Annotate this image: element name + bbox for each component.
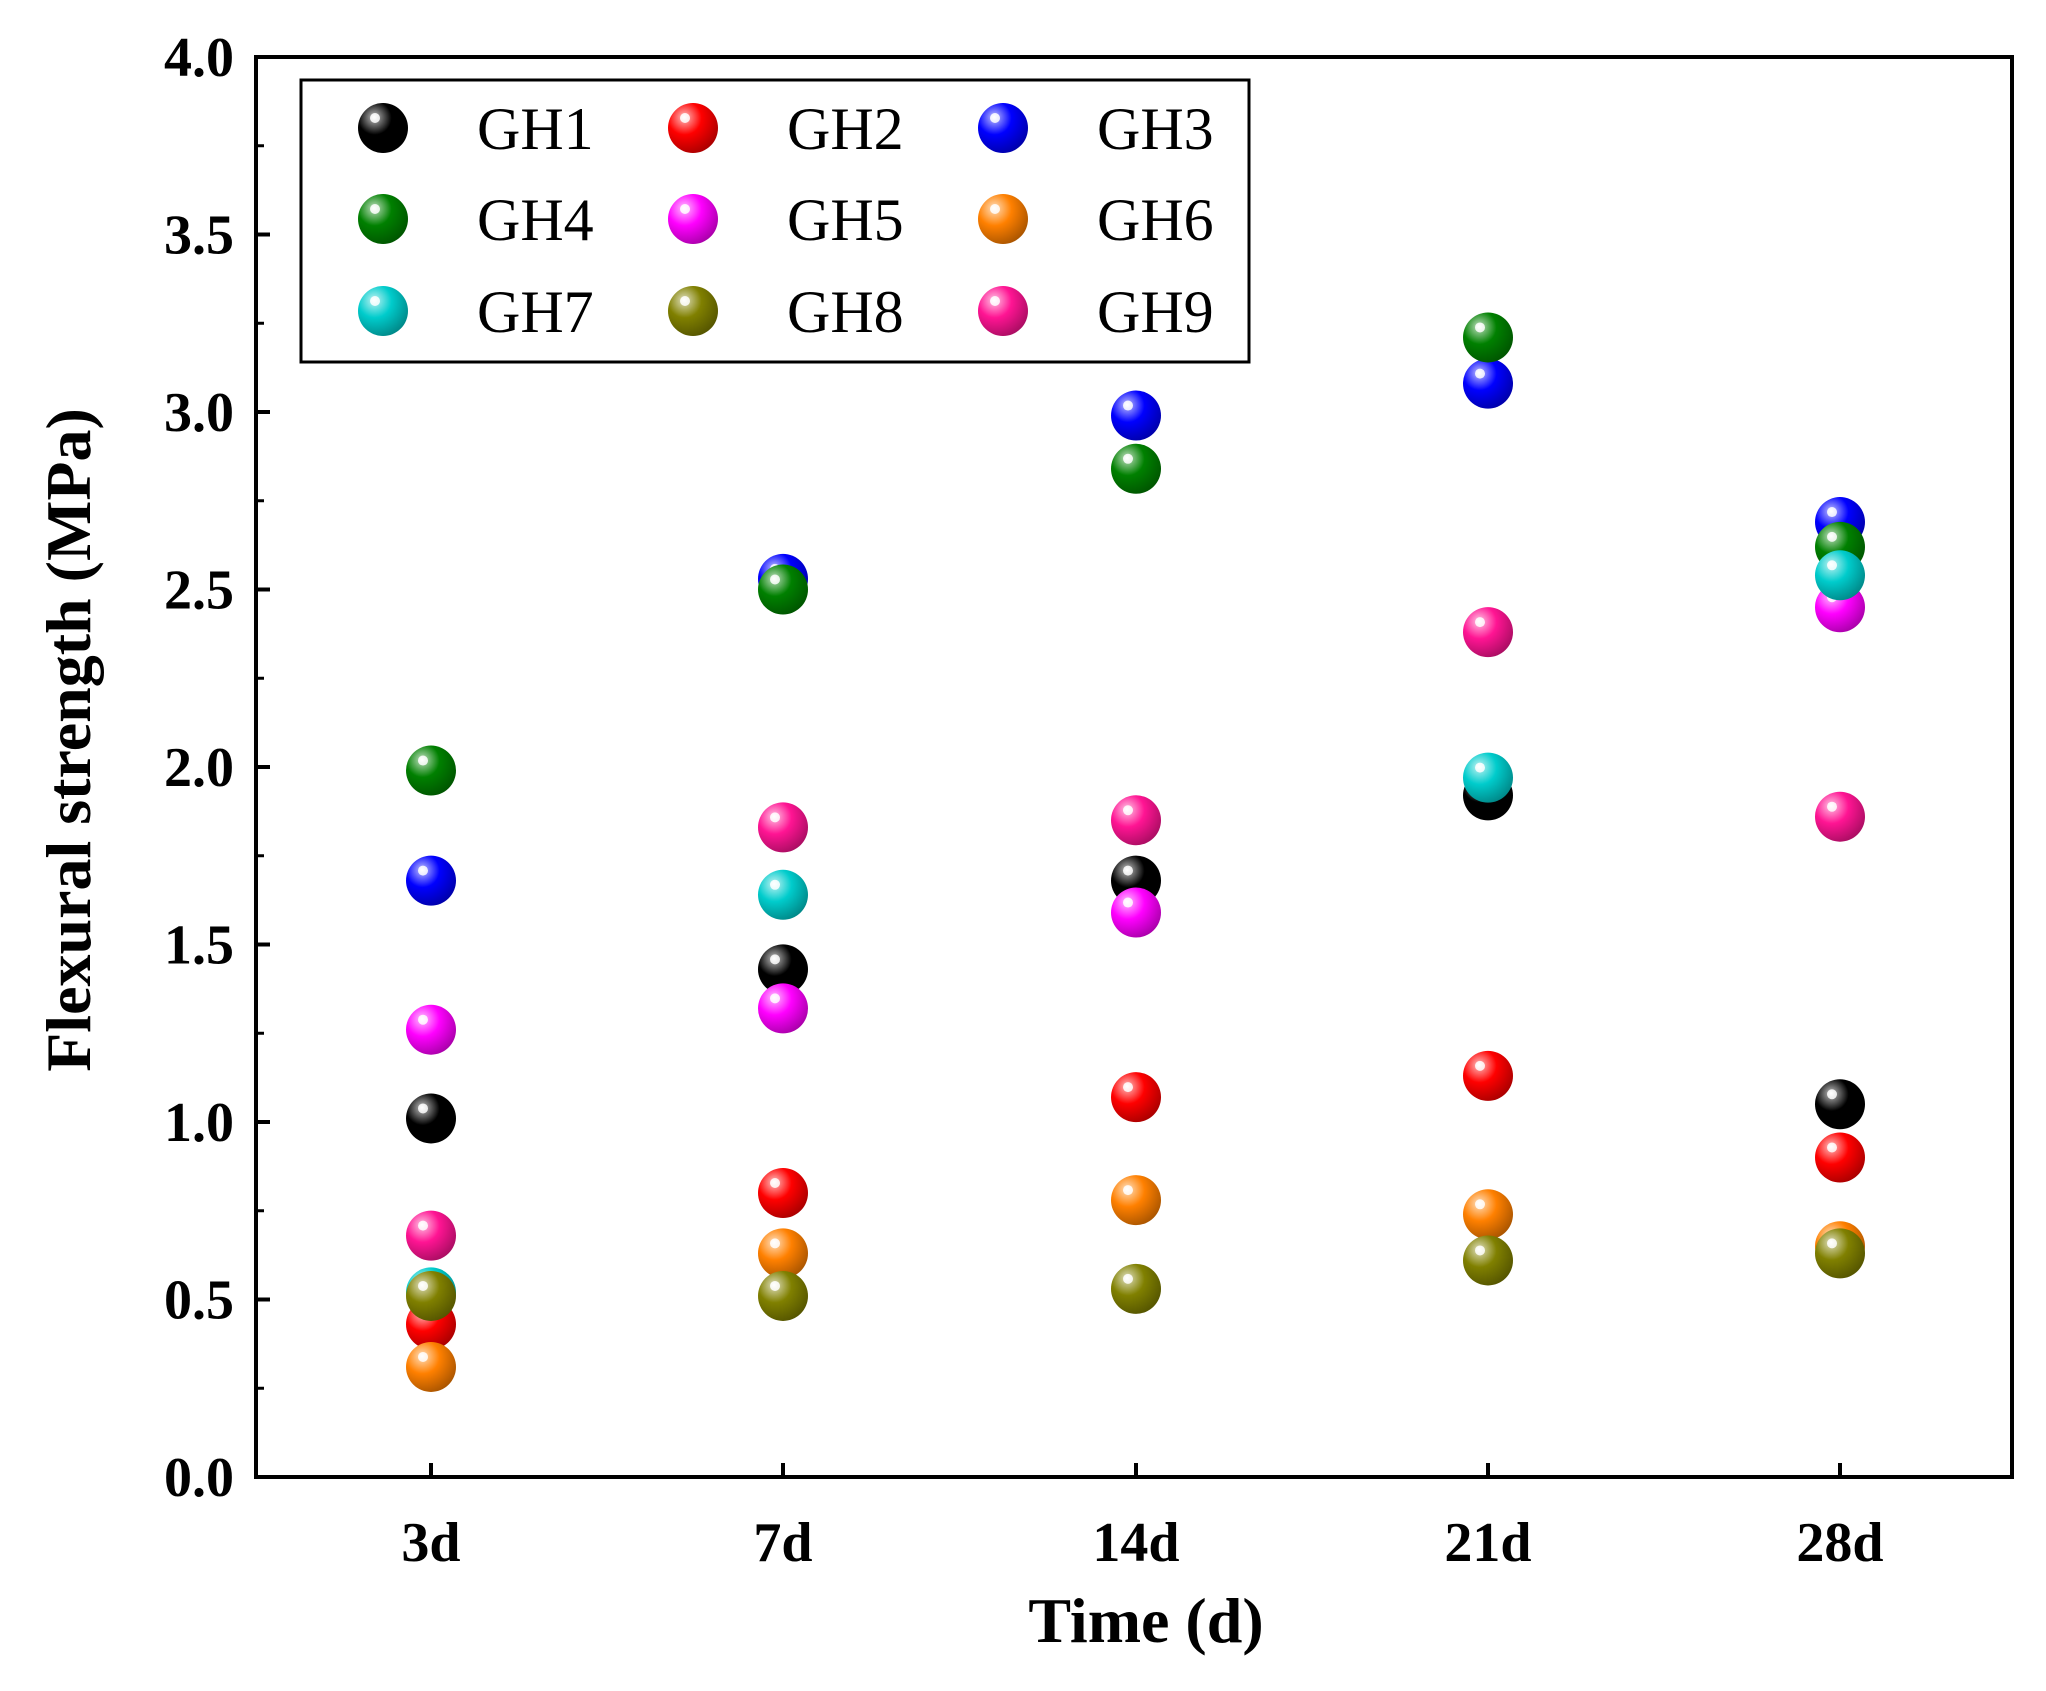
- y-tick-label: 2.5: [164, 560, 234, 622]
- data-point-gh4-3d: [406, 745, 456, 796]
- legend-item-gh2: GH2: [668, 96, 904, 162]
- y-tick-label: 4.0: [164, 27, 234, 89]
- data-point-gh8-28d: [1815, 1228, 1865, 1279]
- data-point-gh8-3d: [406, 1270, 456, 1321]
- legend-marker: [978, 286, 1028, 336]
- legend-item-gh9: GH9: [978, 279, 1214, 345]
- x-tick-label: 21d: [1444, 1512, 1531, 1574]
- y-tick-label: 1.5: [164, 915, 234, 977]
- x-tick-label: 28d: [1796, 1512, 1883, 1574]
- x-tick-label: 14d: [1092, 1512, 1179, 1574]
- data-point-gh7-28d: [1815, 550, 1865, 601]
- data-point-gh5-7d: [758, 983, 808, 1034]
- data-point-gh8-14d: [1111, 1263, 1161, 1314]
- data-point-gh2-28d: [1815, 1132, 1865, 1183]
- data-point-gh2-7d: [758, 1168, 808, 1218]
- data-point-gh9-3d: [406, 1210, 456, 1261]
- legend-marker: [978, 103, 1028, 153]
- legend-label: GH3: [1097, 96, 1214, 162]
- y-tick-label: 1.0: [164, 1092, 234, 1154]
- legend-marker: [358, 103, 408, 153]
- legend-marker: [668, 194, 718, 244]
- legend-label: GH7: [477, 279, 594, 345]
- data-point-gh6-14d: [1111, 1175, 1161, 1226]
- data-point-gh4-7d: [758, 564, 808, 615]
- data-point-gh9-28d: [1815, 791, 1865, 842]
- legend-label: GH9: [1097, 279, 1214, 345]
- y-axis-title: Flexural strength (MPa): [33, 408, 104, 1072]
- data-point-gh3-21d: [1463, 358, 1513, 409]
- legend-item-gh3: GH3: [978, 96, 1214, 162]
- data-point-gh1-7d: [758, 944, 808, 995]
- data-point-gh2-21d: [1463, 1050, 1513, 1101]
- x-tick-label: 7d: [753, 1512, 812, 1574]
- data-point-gh7-7d: [758, 869, 808, 920]
- y-tick-label: 0.0: [164, 1447, 234, 1509]
- legend-label: GH6: [1097, 187, 1214, 253]
- data-point-gh8-21d: [1463, 1235, 1513, 1286]
- legend-label: GH8: [787, 279, 904, 345]
- legend-label: GH5: [787, 187, 904, 253]
- data-point-gh1-3d: [406, 1093, 456, 1144]
- data-point-gh3-3d: [406, 855, 456, 906]
- data-point-gh5-3d: [406, 1004, 456, 1055]
- data-point-gh4-14d: [1111, 443, 1161, 494]
- y-tick-label: 0.5: [164, 1270, 234, 1332]
- data-point-gh9-14d: [1111, 795, 1161, 846]
- legend-item-gh4: GH4: [358, 187, 594, 253]
- legend-box: [299, 78, 1251, 364]
- data-point-gh9-21d: [1463, 607, 1513, 658]
- data-point-gh8-7d: [758, 1270, 808, 1321]
- x-tick-label: 3d: [401, 1512, 460, 1574]
- legend-label: GH4: [477, 187, 594, 253]
- data-point-gh3-14d: [1111, 390, 1161, 441]
- y-tick-label: 3.5: [164, 205, 234, 267]
- legend-marker: [358, 286, 408, 336]
- legend-item-gh6: GH6: [978, 187, 1214, 253]
- legend-marker: [668, 103, 718, 153]
- legend-item-gh7: GH7: [358, 279, 594, 345]
- legend-item-gh8: GH8: [668, 279, 904, 345]
- legend-marker: [358, 194, 408, 244]
- data-point-gh7-21d: [1463, 752, 1513, 803]
- legend-marker: [978, 194, 1028, 244]
- data-point-gh4-21d: [1463, 312, 1513, 363]
- data-point-gh5-14d: [1111, 887, 1161, 938]
- data-point-gh6-21d: [1463, 1189, 1513, 1240]
- data-point-gh6-7d: [758, 1228, 808, 1279]
- x-axis-title: Time (d): [1028, 1585, 1263, 1656]
- y-tick-label: 3.0: [164, 382, 234, 444]
- legend-label: GH2: [787, 96, 904, 162]
- data-point-gh2-14d: [1111, 1072, 1161, 1123]
- data-point-gh9-7d: [758, 802, 808, 853]
- y-tick-label: 2.0: [164, 737, 234, 799]
- legend-item-gh5: GH5: [668, 187, 904, 253]
- legend-item-gh1: GH1: [358, 96, 594, 162]
- legend-marker: [668, 286, 718, 336]
- data-point-gh1-28d: [1815, 1079, 1865, 1130]
- legend-label: GH1: [477, 96, 594, 162]
- data-point-gh6-3d: [406, 1341, 456, 1392]
